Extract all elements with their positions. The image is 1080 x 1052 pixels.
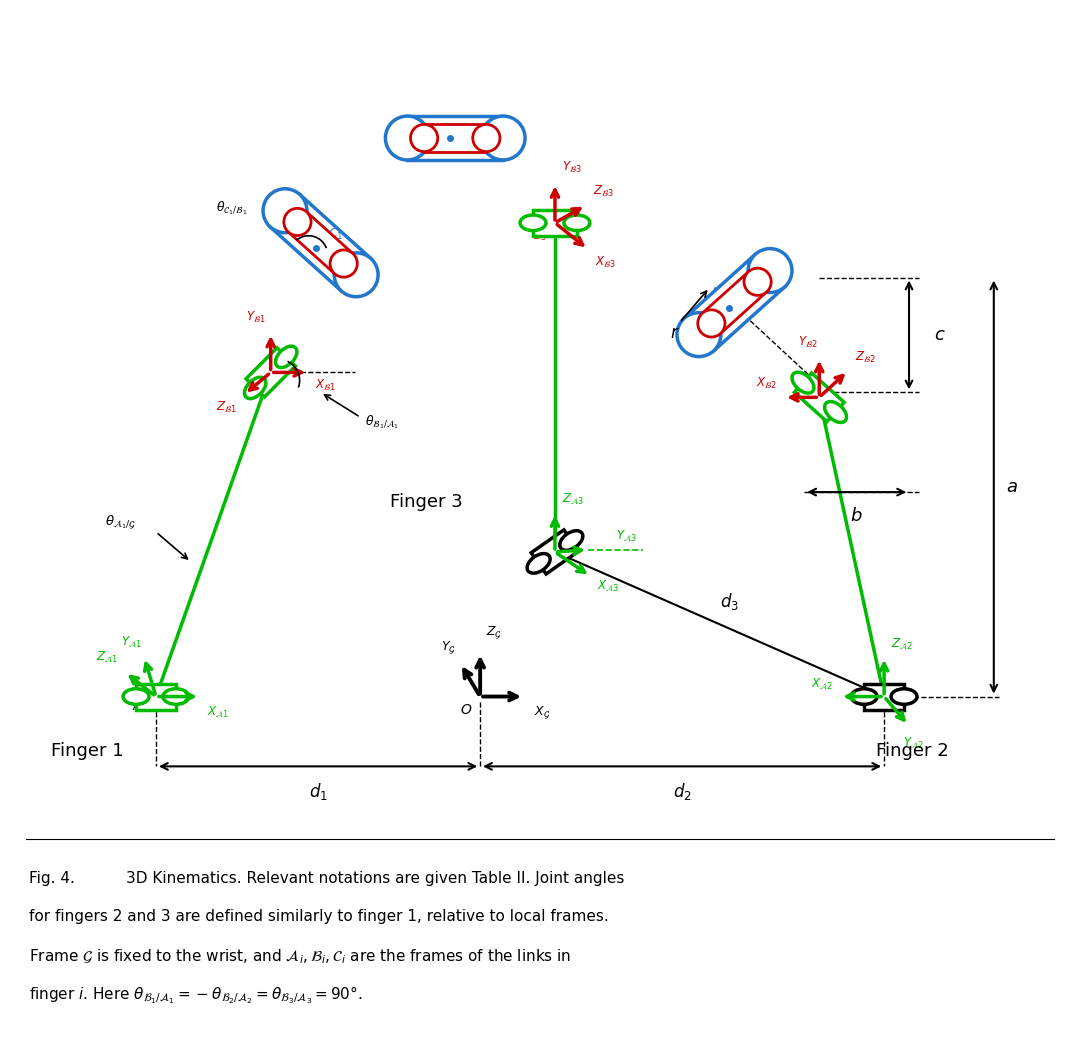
Circle shape xyxy=(744,268,771,296)
Text: $X_{\mathcal{B}3}$: $X_{\mathcal{B}3}$ xyxy=(595,256,616,270)
Text: $A_1$: $A_1$ xyxy=(132,701,146,714)
Text: $b$: $b$ xyxy=(850,507,863,525)
Text: Finger 2: Finger 2 xyxy=(876,743,949,761)
Ellipse shape xyxy=(527,553,550,573)
Text: $C_3$: $C_3$ xyxy=(420,124,435,140)
Text: $C_1$: $C_1$ xyxy=(327,227,343,242)
Text: $O$: $O$ xyxy=(460,703,472,716)
Text: $d_3$: $d_3$ xyxy=(720,591,739,612)
Text: $Y_{\mathcal{B}3}$: $Y_{\mathcal{B}3}$ xyxy=(562,160,582,176)
Text: $a$: $a$ xyxy=(1005,478,1017,497)
Text: for fingers 2 and 3 are defined similarly to finger 1, relative to local frames.: for fingers 2 and 3 are defined similarl… xyxy=(29,909,609,924)
Text: $A_2$: $A_2$ xyxy=(892,701,906,714)
Text: Fig. 4.: Fig. 4. xyxy=(29,871,76,886)
Circle shape xyxy=(473,124,500,151)
Text: Frame $\mathcal{G}$ is fixed to the wrist, and $\mathcal{A}_i, \mathcal{B}_i, \m: Frame $\mathcal{G}$ is fixed to the wris… xyxy=(29,947,571,966)
Polygon shape xyxy=(794,373,845,422)
Text: $Y_{\mathcal{A}3}$: $Y_{\mathcal{A}3}$ xyxy=(616,528,636,543)
Ellipse shape xyxy=(275,346,297,367)
Ellipse shape xyxy=(792,372,814,393)
Circle shape xyxy=(410,124,437,151)
Polygon shape xyxy=(424,124,486,151)
Text: $B_3$: $B_3$ xyxy=(534,228,546,243)
Ellipse shape xyxy=(244,378,266,399)
Polygon shape xyxy=(531,530,579,574)
Circle shape xyxy=(284,208,311,236)
Polygon shape xyxy=(270,195,370,291)
Circle shape xyxy=(330,250,357,277)
Text: $X_{\mathcal{A}3}$: $X_{\mathcal{A}3}$ xyxy=(597,578,619,592)
Circle shape xyxy=(264,188,307,232)
Text: $c$: $c$ xyxy=(934,326,946,344)
Polygon shape xyxy=(246,348,296,397)
Text: $Z_{\mathcal{B}3}$: $Z_{\mathcal{B}3}$ xyxy=(593,184,613,199)
Text: $Y_{\mathcal{B}2}$: $Y_{\mathcal{B}2}$ xyxy=(797,335,818,350)
Ellipse shape xyxy=(521,215,546,230)
Circle shape xyxy=(698,309,725,337)
Text: $Z_{\mathcal{A}1}$: $Z_{\mathcal{A}1}$ xyxy=(95,650,118,665)
Circle shape xyxy=(386,116,429,160)
Text: $Z_{\mathcal{B}1}$: $Z_{\mathcal{B}1}$ xyxy=(216,401,237,416)
Text: $Y_{\mathcal{B}1}$: $Y_{\mathcal{B}1}$ xyxy=(246,310,266,325)
Text: $X_{\mathcal{A}2}$: $X_{\mathcal{A}2}$ xyxy=(811,676,834,690)
Ellipse shape xyxy=(851,689,877,705)
Text: $X_{\mathcal{B}1}$: $X_{\mathcal{B}1}$ xyxy=(315,379,336,393)
Polygon shape xyxy=(864,684,904,709)
Text: $\theta_{\mathcal{B}_1/\mathcal{A}_1}$: $\theta_{\mathcal{B}_1/\mathcal{A}_1}$ xyxy=(365,413,400,431)
Text: 3D Kinematics. Relevant notations are given Table II. Joint angles: 3D Kinematics. Relevant notations are gi… xyxy=(126,871,624,886)
Text: $B_2$: $B_2$ xyxy=(825,403,839,418)
Polygon shape xyxy=(685,255,785,351)
Ellipse shape xyxy=(564,215,590,230)
Text: $Y_{\mathcal{A}1}$: $Y_{\mathcal{A}1}$ xyxy=(121,634,141,649)
Ellipse shape xyxy=(559,530,583,550)
Polygon shape xyxy=(288,211,353,274)
Text: $Z_{\mathcal{A}2}$: $Z_{\mathcal{A}2}$ xyxy=(891,636,913,651)
Text: $Y_{\mathcal{G}}$: $Y_{\mathcal{G}}$ xyxy=(441,639,456,655)
Text: $Y_{\mathcal{A}2}$: $Y_{\mathcal{A}2}$ xyxy=(903,735,923,750)
Text: $B_1$: $B_1$ xyxy=(247,377,260,390)
Ellipse shape xyxy=(163,689,189,705)
Text: $C_2$: $C_2$ xyxy=(742,283,758,298)
Text: $d_2$: $d_2$ xyxy=(673,782,691,803)
Text: $\theta_{\mathcal{C}_1/\mathcal{B}_1}$: $\theta_{\mathcal{C}_1/\mathcal{B}_1}$ xyxy=(216,199,247,217)
Text: $Z_{\mathcal{B}2}$: $Z_{\mathcal{B}2}$ xyxy=(854,350,876,365)
Circle shape xyxy=(677,312,720,357)
Circle shape xyxy=(748,248,792,292)
Text: $X_{\mathcal{G}}$: $X_{\mathcal{G}}$ xyxy=(534,705,550,722)
Circle shape xyxy=(482,116,525,160)
Ellipse shape xyxy=(891,689,917,705)
Text: $\theta_{\mathcal{A}_1/\mathcal{G}}$: $\theta_{\mathcal{A}_1/\mathcal{G}}$ xyxy=(105,513,136,531)
Polygon shape xyxy=(702,271,767,333)
Text: $r$: $r$ xyxy=(670,324,679,342)
Text: Finger 3: Finger 3 xyxy=(390,493,463,511)
Text: $d_1$: $d_1$ xyxy=(309,782,327,803)
Polygon shape xyxy=(136,684,176,709)
Text: finger $i$. Here $\theta_{\mathcal{B}_1/\mathcal{A}_1} = -\theta_{\mathcal{B}_2/: finger $i$. Here $\theta_{\mathcal{B}_1/… xyxy=(29,985,363,1007)
Text: Finger 1: Finger 1 xyxy=(51,743,124,761)
Ellipse shape xyxy=(825,402,847,423)
Text: $A_3$: $A_3$ xyxy=(528,555,543,570)
Circle shape xyxy=(334,252,378,297)
Ellipse shape xyxy=(123,689,149,705)
Text: $X_{\mathcal{B}2}$: $X_{\mathcal{B}2}$ xyxy=(756,377,778,391)
Text: $Z_{\mathcal{G}}$: $Z_{\mathcal{G}}$ xyxy=(486,624,502,641)
Text: $Z_{\mathcal{A}3}$: $Z_{\mathcal{A}3}$ xyxy=(562,492,584,506)
Text: $X_{\mathcal{A}1}$: $X_{\mathcal{A}1}$ xyxy=(207,705,229,720)
Polygon shape xyxy=(407,116,503,160)
Polygon shape xyxy=(534,209,577,236)
